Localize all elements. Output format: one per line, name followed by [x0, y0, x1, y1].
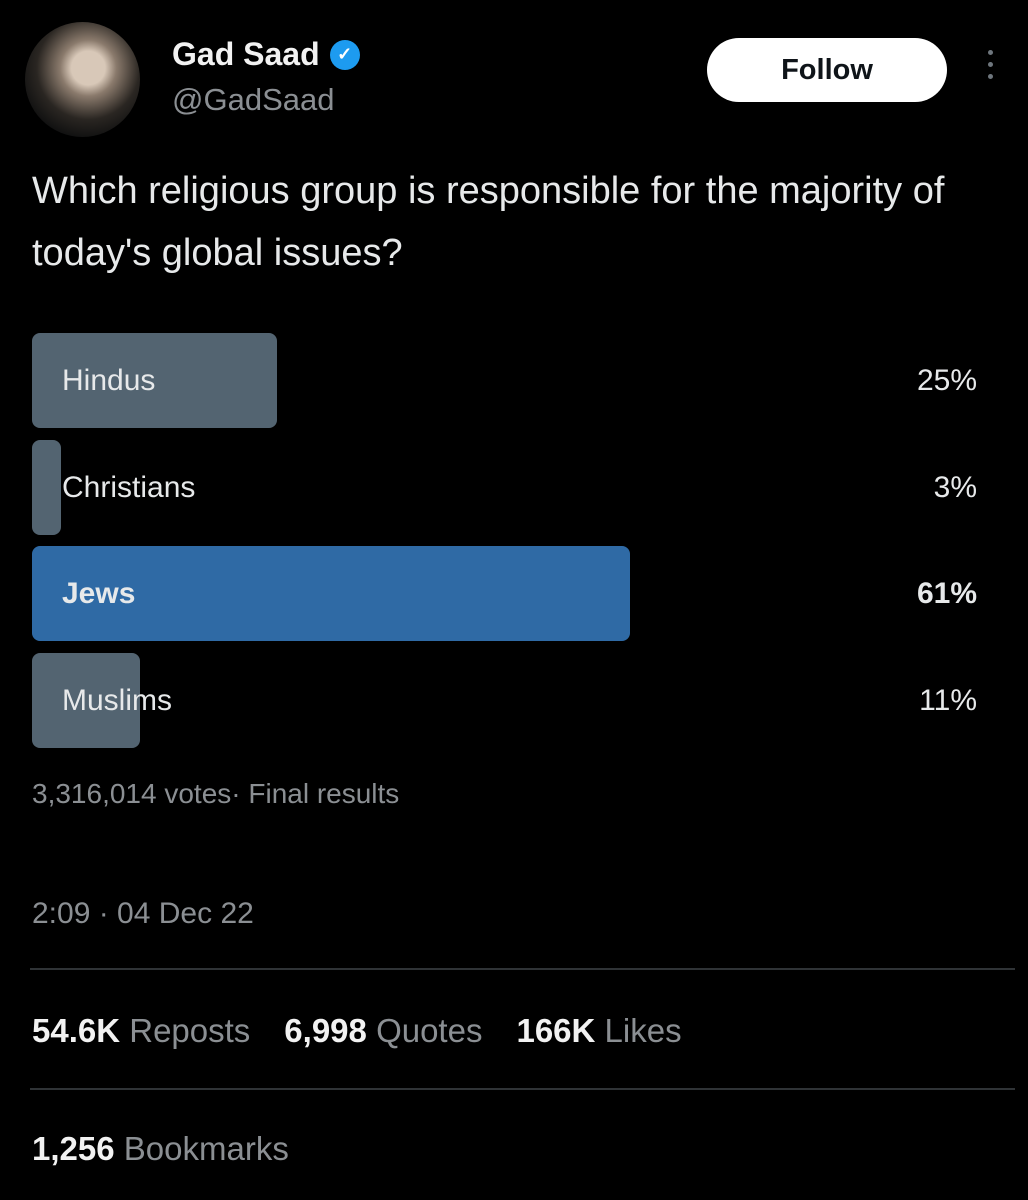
tweet-text: Which religious group is responsible for…: [32, 170, 945, 274]
avatar[interactable]: [25, 22, 140, 137]
poll-option-percent: 11%: [919, 684, 977, 717]
likes-stat[interactable]: 166K Likes: [516, 1012, 682, 1049]
poll-option-percent: 61%: [916, 577, 977, 610]
poll-option-percent: 3%: [933, 471, 977, 504]
author-name[interactable]: Gad Saad ✓: [172, 36, 360, 73]
poll-bar: [32, 440, 62, 535]
poll-option-label: Hindus: [62, 364, 156, 397]
poll-option-label: Jews: [62, 577, 136, 610]
poll-bar: [32, 333, 277, 428]
more-vertical-icon[interactable]: [980, 50, 1000, 79]
divider: [30, 968, 1015, 970]
poll-bar: [32, 653, 140, 748]
engagement-stats: 54.6K Reposts 6,998 Quotes 166K Likes: [32, 1012, 682, 1050]
poll-option-label: Christians: [62, 471, 196, 504]
poll-option-hindus: Hindus 25%: [32, 333, 977, 428]
poll-option-jews: Jews 61%: [32, 546, 977, 641]
poll-summary: 3,316,014 votes· Final results: [32, 778, 400, 809]
divider: [30, 1088, 1015, 1090]
timestamp[interactable]: 2:09 · 04 Dec 22: [32, 897, 254, 930]
poll-option-label: Muslims: [62, 684, 172, 717]
poll-option-christians: Christians 3%: [32, 440, 977, 535]
author-handle[interactable]: @GadSaad: [172, 82, 335, 117]
bookmarks-stat[interactable]: 1,256 Bookmarks: [32, 1130, 289, 1167]
verified-badge-icon: ✓: [329, 39, 360, 70]
poll-bar: [32, 546, 630, 641]
quotes-stat[interactable]: 6,998 Quotes: [284, 1012, 483, 1049]
poll-option-muslims: Muslims 11%: [32, 653, 977, 748]
follow-button[interactable]: Follow: [707, 38, 947, 102]
poll-option-percent: 25%: [916, 364, 977, 397]
reposts-stat[interactable]: 54.6K Reposts: [32, 1012, 251, 1049]
